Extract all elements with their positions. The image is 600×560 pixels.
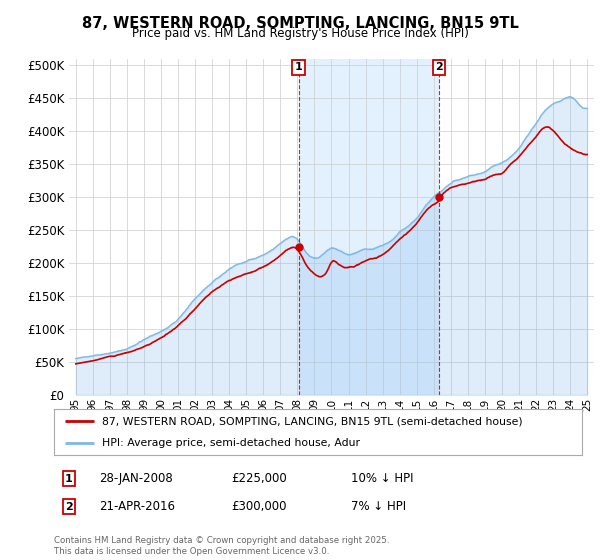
Text: 1: 1 bbox=[65, 474, 73, 484]
Text: 87, WESTERN ROAD, SOMPTING, LANCING, BN15 9TL: 87, WESTERN ROAD, SOMPTING, LANCING, BN1… bbox=[82, 16, 518, 31]
Text: 2: 2 bbox=[65, 502, 73, 512]
Text: Contains HM Land Registry data © Crown copyright and database right 2025.
This d: Contains HM Land Registry data © Crown c… bbox=[54, 536, 389, 556]
Text: 2: 2 bbox=[435, 62, 443, 72]
Text: HPI: Average price, semi-detached house, Adur: HPI: Average price, semi-detached house,… bbox=[101, 438, 359, 448]
Text: 21-APR-2016: 21-APR-2016 bbox=[99, 500, 175, 514]
Text: £300,000: £300,000 bbox=[231, 500, 287, 514]
Text: 10% ↓ HPI: 10% ↓ HPI bbox=[351, 472, 413, 486]
Text: 1: 1 bbox=[295, 62, 302, 72]
Text: 7% ↓ HPI: 7% ↓ HPI bbox=[351, 500, 406, 514]
Text: £225,000: £225,000 bbox=[231, 472, 287, 486]
Text: 28-JAN-2008: 28-JAN-2008 bbox=[99, 472, 173, 486]
Bar bbox=[299, 59, 439, 395]
Text: 87, WESTERN ROAD, SOMPTING, LANCING, BN15 9TL (semi-detached house): 87, WESTERN ROAD, SOMPTING, LANCING, BN1… bbox=[101, 416, 522, 426]
Text: Price paid vs. HM Land Registry's House Price Index (HPI): Price paid vs. HM Land Registry's House … bbox=[131, 27, 469, 40]
